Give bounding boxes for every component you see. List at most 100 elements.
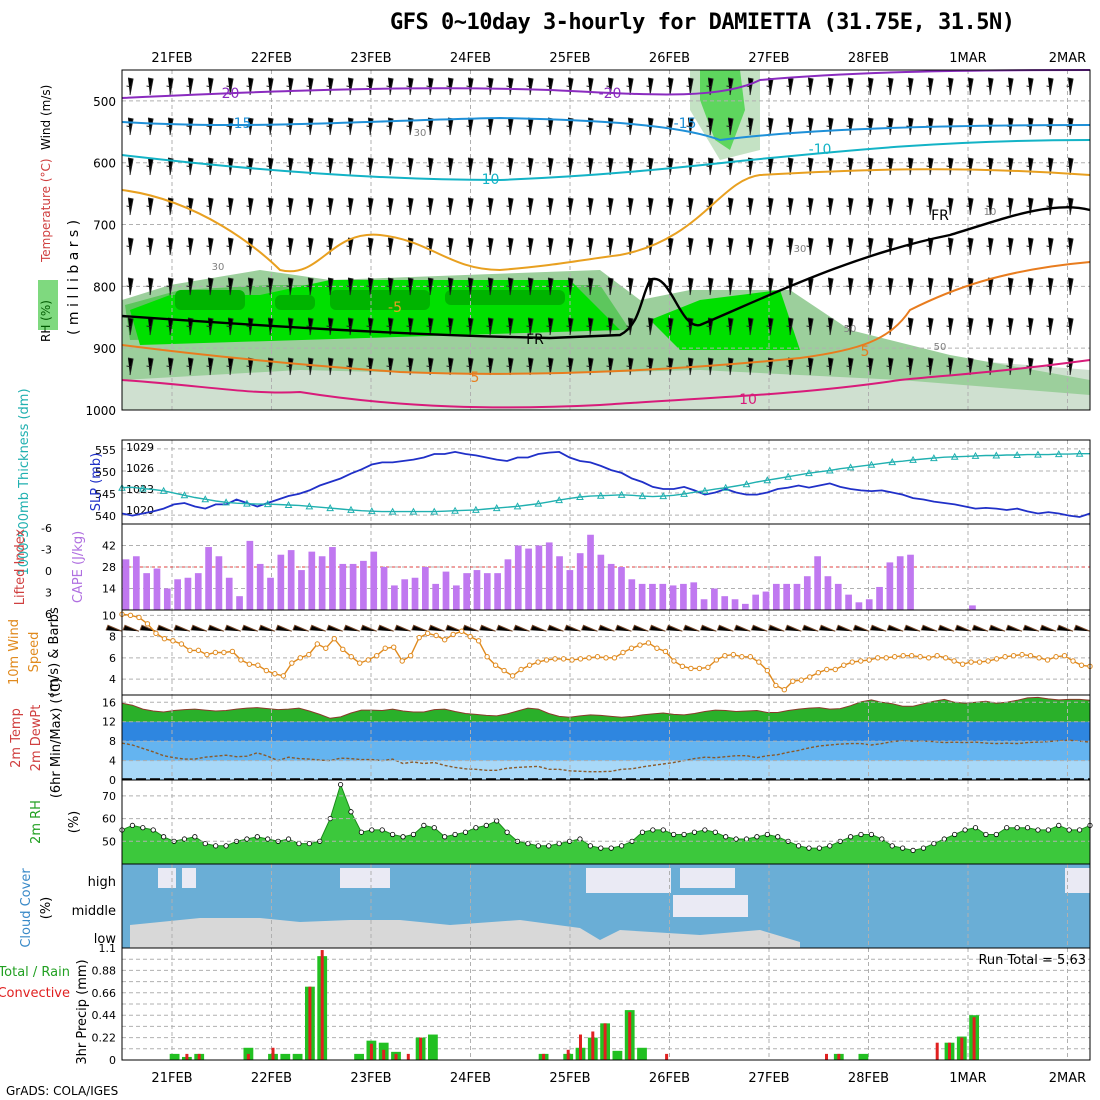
cape-bar <box>525 548 532 610</box>
surface-barb <box>971 624 989 632</box>
surface-barb <box>648 624 666 632</box>
wind-barb <box>226 237 234 256</box>
pressure-tick-3: 800 <box>93 280 116 294</box>
wind-barb <box>126 357 134 376</box>
wind-barb <box>366 197 374 216</box>
surface-barb <box>309 624 326 632</box>
rh-tick-1: 60 <box>102 813 116 826</box>
wind-barb <box>466 277 474 296</box>
thickness-marker <box>534 499 543 507</box>
thickness-marker <box>263 500 272 508</box>
cape-bar <box>215 556 223 610</box>
wind-barb <box>246 157 254 176</box>
temperature-axis-label: Temperature (°C) <box>39 158 53 263</box>
wind-barb <box>546 237 554 256</box>
top-day-label-7: 28FEB <box>848 51 889 66</box>
wind-barb <box>606 237 614 256</box>
surface-barb <box>1022 624 1040 632</box>
wind-barb <box>1006 317 1014 336</box>
rh-marker <box>827 843 833 849</box>
cape-bar <box>700 599 708 610</box>
wind-speed-marker <box>671 658 677 664</box>
wind-barb <box>606 197 614 216</box>
wind-barb <box>126 157 134 176</box>
wind-barb <box>366 277 374 296</box>
convective-bar <box>948 1042 951 1060</box>
wind-speed-marker <box>875 655 881 661</box>
cloud-high-clear-4 <box>680 868 735 888</box>
wind-speed-marker <box>662 648 669 655</box>
wind-barb <box>886 277 894 296</box>
bottom-day-label-5: 26FEB <box>649 1071 690 1086</box>
convective-bar <box>665 1053 669 1060</box>
wind-barb <box>766 237 774 256</box>
wind-barb <box>286 277 294 296</box>
cape-bar <box>225 577 233 610</box>
wind-barb <box>926 77 934 96</box>
precip-convective-label: Convective <box>0 986 70 1001</box>
thickness-marker <box>243 499 251 507</box>
wind-barb <box>826 117 834 136</box>
wind-barb <box>766 277 774 296</box>
wind-barb <box>126 277 134 296</box>
wind-speed-marker <box>569 657 575 663</box>
wind-speed-marker <box>730 651 737 658</box>
wind-barb <box>186 77 194 96</box>
wind-barb <box>666 317 674 336</box>
wind-speed-marker <box>824 666 830 673</box>
contour-label-17: 10 <box>984 207 997 218</box>
thickness-marker <box>388 507 397 515</box>
surface-barb <box>1073 624 1091 632</box>
wind-barb <box>666 157 674 176</box>
wind-speed-marker <box>416 634 422 641</box>
wind-barb <box>546 317 554 336</box>
surface-barb <box>598 624 615 632</box>
contour-label-10: 5 <box>861 344 870 360</box>
wind-speed-marker <box>883 655 889 661</box>
wind-barb <box>226 277 234 296</box>
wind-barb <box>306 357 314 376</box>
wind-barb <box>806 77 814 96</box>
wind-barb <box>286 237 294 256</box>
contour-label-14: 30 <box>212 262 225 273</box>
wind-barb <box>886 197 894 216</box>
wind-barb <box>626 237 634 256</box>
wind-barb <box>786 317 794 336</box>
rh-marker <box>639 829 646 835</box>
rh-marker <box>265 836 271 842</box>
wind-barb <box>446 157 454 176</box>
wind-speed-marker <box>1010 652 1017 659</box>
wind-speed-marker <box>773 682 779 689</box>
surface-barb <box>377 624 394 632</box>
surface-barb <box>937 624 955 632</box>
wind-barb <box>506 317 514 336</box>
wind-speed-marker <box>399 658 405 664</box>
wind-speed-marker <box>1002 654 1008 660</box>
wind-barb <box>946 277 954 296</box>
surface-wind-barbs <box>105 624 1091 632</box>
wind-speed-marker <box>1078 662 1085 668</box>
wind-speed-marker <box>832 666 838 673</box>
wind-barb <box>866 357 874 376</box>
grads-credit: GrADS: COLA/IGES <box>6 1084 119 1098</box>
wind-barb <box>726 277 734 296</box>
wind-barb <box>126 77 134 96</box>
wind-speed-marker <box>127 612 134 619</box>
convective-bar <box>591 1031 595 1060</box>
wind-speed-marker <box>908 652 915 659</box>
wind-barb <box>166 357 174 376</box>
cape-bar <box>370 551 378 610</box>
thickness-marker <box>159 486 168 494</box>
wind-barb <box>706 277 714 296</box>
surface-barb <box>462 624 479 632</box>
convective-bar <box>579 1034 582 1060</box>
surface-barb <box>122 624 140 632</box>
surface-barb <box>479 624 496 632</box>
rh-marker <box>285 836 292 842</box>
surface-barb <box>801 624 819 632</box>
wind-barb <box>466 317 474 336</box>
wind-barb <box>746 237 754 256</box>
lifted-index-tick-0: -6 <box>41 522 52 535</box>
wind-barb <box>386 157 394 176</box>
wind-speed-marker <box>654 645 660 651</box>
